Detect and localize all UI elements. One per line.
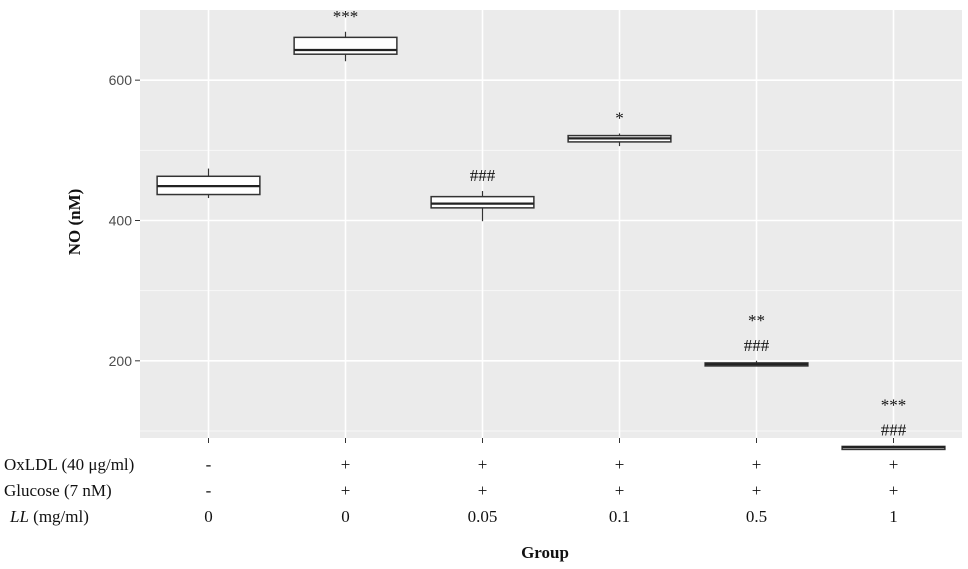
condition-row-label-text: OxLDL (40 μg/ml) [4,455,134,474]
y-axis-title: NO (nM) [65,189,84,256]
condition-value: + [341,481,351,500]
y-tick-label: 600 [109,72,133,88]
condition-value: + [478,481,488,500]
box-group-6 [841,445,946,451]
box-group-1 [156,168,261,199]
boxes-layer [156,31,946,451]
condition-value: 0.5 [746,507,767,526]
box-iqr [293,36,398,55]
major-gridlines [140,10,962,438]
box-group-2 [293,31,398,62]
y-tick-label: 400 [109,212,133,228]
significance-label: *** [333,7,359,26]
condition-value: + [615,481,625,500]
significance-label: ** [748,311,765,330]
y-axis: 200 400 600 [109,72,140,369]
condition-value: + [889,481,899,500]
minor-gridlines [140,149,962,432]
plot-panel [140,10,962,438]
condition-value: 0 [341,507,350,526]
significance-label: * [615,108,624,127]
condition-value: - [206,455,212,474]
condition-value: 0.05 [468,507,498,526]
condition-value: + [341,455,351,474]
condition-value: 0.1 [609,507,630,526]
significance-label: ### [881,421,907,440]
condition-row-label-italic: LL [9,507,29,526]
condition-value: 0 [204,507,213,526]
condition-value: + [478,455,488,474]
condition-value: + [889,455,899,474]
significance-label: *** [881,396,907,415]
box-group-5 [704,360,809,367]
condition-value: + [752,481,762,500]
condition-value: 1 [889,507,898,526]
box-iqr [430,195,535,209]
condition-value: + [615,455,625,474]
significance-label: ### [744,336,770,355]
y-tick-label: 200 [109,353,133,369]
condition-row-label-text: (mg/ml) [29,507,89,526]
condition-row-label: Glucose (7 nM) [4,481,112,500]
x-axis-ticks [208,438,894,443]
condition-value: - [206,481,212,500]
condition-value: + [752,455,762,474]
condition-row-label: OxLDL (40 μg/ml) [4,455,134,474]
box-group-4 [567,133,672,147]
box-group-3 [430,191,535,222]
significance-label: ### [470,166,496,185]
x-axis-title: Group [521,543,569,562]
condition-table: OxLDL (40 μg/ml) - + + + + + Glucose (7 nM) - + + +… [4,455,898,526]
condition-row-label-text: Glucose (7 nM) [4,481,112,500]
condition-row-label: LL (mg/ml) [9,507,89,526]
significance-annotations: ***###***###***### [333,7,907,440]
